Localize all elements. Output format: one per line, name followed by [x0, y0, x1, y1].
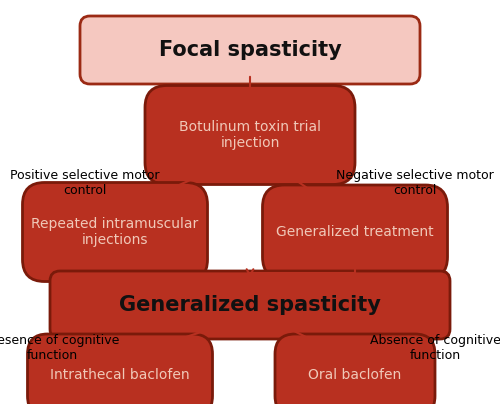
Text: Focal spasticity: Focal spasticity — [158, 40, 342, 60]
Text: Generalized treatment: Generalized treatment — [276, 225, 434, 239]
FancyBboxPatch shape — [262, 185, 448, 279]
FancyBboxPatch shape — [145, 86, 355, 185]
Text: Intrathecal baclofen: Intrathecal baclofen — [50, 368, 190, 382]
FancyBboxPatch shape — [50, 271, 450, 339]
Text: Presence of cognitive
function: Presence of cognitive function — [0, 334, 119, 362]
Text: Generalized spasticity: Generalized spasticity — [119, 295, 381, 315]
FancyBboxPatch shape — [22, 183, 208, 282]
Text: Oral baclofen: Oral baclofen — [308, 368, 402, 382]
Text: Absence of cognitive
function: Absence of cognitive function — [370, 334, 500, 362]
FancyBboxPatch shape — [28, 334, 212, 404]
Text: Positive selective motor
control: Positive selective motor control — [10, 169, 160, 197]
FancyBboxPatch shape — [80, 16, 420, 84]
Text: Botulinum toxin trial
injection: Botulinum toxin trial injection — [179, 120, 321, 150]
FancyBboxPatch shape — [275, 334, 435, 404]
Text: Repeated intramuscular
injections: Repeated intramuscular injections — [32, 217, 198, 247]
Text: Negative selective motor
control: Negative selective motor control — [336, 169, 494, 197]
